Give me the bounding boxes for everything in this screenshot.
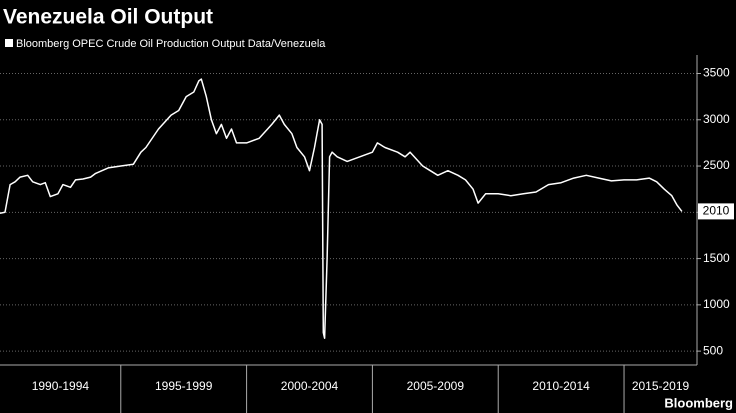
- chart-title: Venezuela Oil Output: [3, 6, 213, 29]
- last-value-label: 2010: [703, 204, 730, 218]
- x-tick-label: 2005-2009: [407, 379, 465, 393]
- y-tick-label: 3500: [703, 66, 730, 80]
- x-tick-label: 2015-2019: [632, 379, 690, 393]
- legend-label: Bloomberg OPEC Crude Oil Production Outp…: [16, 38, 326, 50]
- x-tick-label: 2000-2004: [281, 379, 339, 393]
- y-tick-label: 1000: [703, 297, 730, 311]
- series-line: [0, 78, 683, 339]
- x-tick-label: 1990-1994: [32, 379, 90, 393]
- y-tick-label: 2500: [703, 158, 730, 172]
- x-tick-label: 2010-2014: [532, 379, 590, 393]
- last-value-box: [698, 203, 734, 220]
- y-tick-label: 500: [703, 343, 723, 357]
- y-tick-label: 1500: [703, 251, 730, 265]
- x-tick-label: 1995-1999: [155, 379, 213, 393]
- y-tick-label: 3000: [703, 112, 730, 126]
- source: Bloomberg: [664, 395, 733, 410]
- legend-swatch: [5, 39, 13, 47]
